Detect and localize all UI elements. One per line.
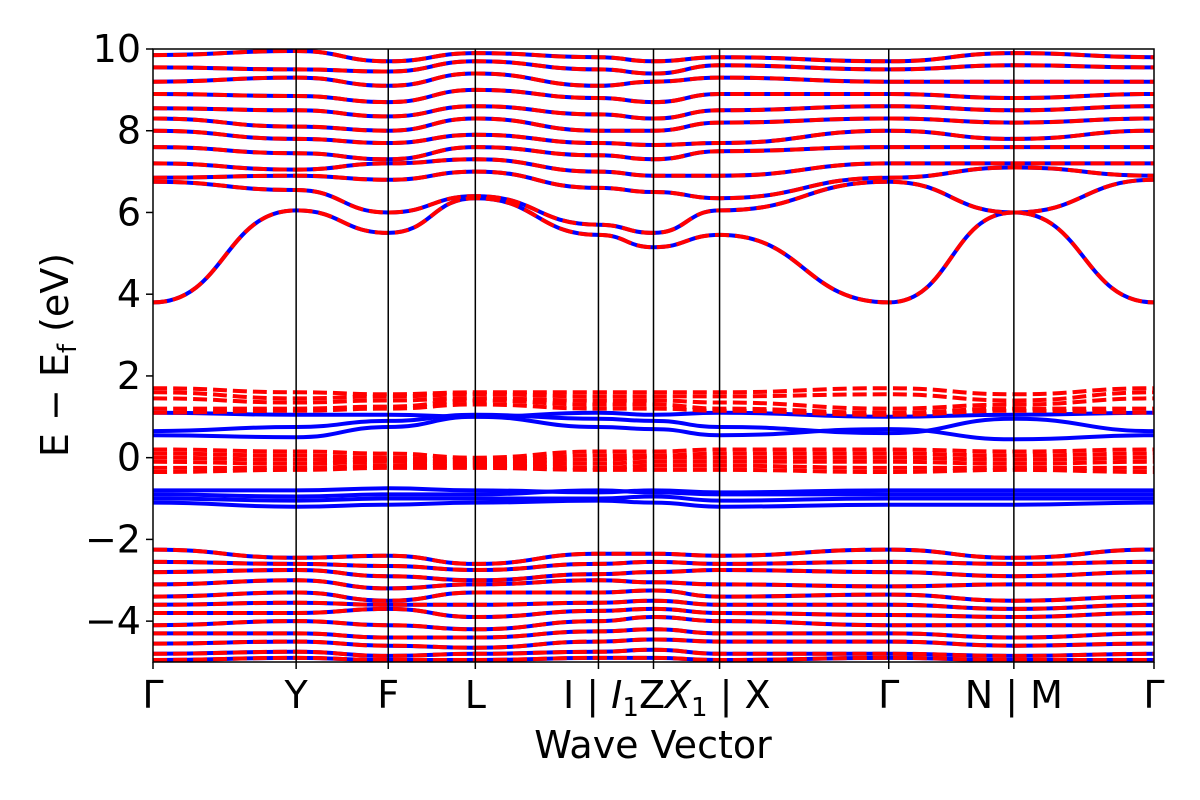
- spin-down-band-9: [153, 71, 1154, 88]
- spin-up-band-23: [153, 588, 1154, 603]
- spin-up-band-13: [153, 412, 1154, 436]
- x-tick-label-x1-sub: 1: [691, 693, 708, 723]
- x-tick-label-i1: I: [611, 673, 622, 717]
- kpoint-divider-lines: [295, 49, 1015, 662]
- spin-down-band-34: [153, 655, 1154, 662]
- spin-down-band-28: [153, 598, 1154, 611]
- x-tick-label-i1-sub: 1: [622, 693, 639, 723]
- spin-down-band-22: [153, 465, 1154, 475]
- spin-down-band-29: [153, 606, 1154, 620]
- y-tick-label-2: 0: [117, 436, 141, 480]
- spin-down-band-30: [153, 614, 1154, 632]
- x-tick-label-i-i1-z-x1-x: I | I1ZX1 | X: [563, 673, 771, 723]
- spin-down-band-18: [153, 451, 1154, 462]
- spin-down-band-24: [153, 559, 1154, 573]
- spin-down-band-31: [153, 627, 1154, 640]
- spin-down-band-13: [153, 390, 1154, 403]
- y-axis-title: E − Ef (eV): [33, 253, 83, 457]
- spin-down-band-33: [153, 647, 1154, 658]
- spin-down-band-10: [153, 59, 1154, 76]
- spin-down-band-17: [153, 447, 1154, 460]
- bands-layer: [153, 49, 1154, 662]
- x-tick-label-i: I |: [563, 673, 611, 718]
- spin-down-band-23: [153, 547, 1154, 566]
- y-axis-title-sub: f: [53, 343, 83, 353]
- y-tick-label-7: 10: [93, 27, 141, 71]
- spin-down-band-7: [153, 104, 1154, 121]
- spin-down-band-4: [153, 145, 1154, 162]
- spin-down-band-32: [153, 637, 1154, 650]
- y-axis-title-unit: (eV): [33, 253, 77, 344]
- spin-up-band-18: [153, 498, 1154, 509]
- x-axis-ticks: Γ Y F L Γ N | M Γ: [142, 662, 1165, 718]
- x-tick-label-n-m: N | M: [965, 673, 1063, 718]
- x-axis-title: Wave Vector: [534, 723, 772, 767]
- x-tick-label-x: | X: [708, 673, 771, 718]
- y-tick-label-1: −2: [85, 517, 141, 561]
- x-tick-label-y: Y: [284, 673, 309, 717]
- y-tick-label-5: 6: [117, 190, 141, 234]
- x-tick-label-gamma-start: Γ: [142, 673, 163, 717]
- spin-down-band-19: [153, 455, 1154, 464]
- spin-up-band-11: [153, 49, 1154, 64]
- spin-down-band-8: [153, 87, 1154, 105]
- x-tick-label-l: L: [465, 673, 486, 717]
- spin-down-band-20: [153, 459, 1154, 466]
- y-tick-label-6: 8: [117, 109, 141, 153]
- x-tick-label-z: Z: [639, 673, 665, 717]
- spin-down-band-21: [153, 463, 1154, 470]
- spin-down-band-3: [153, 157, 1154, 178]
- spin-down-band-6: [153, 116, 1154, 133]
- spin-down-band-25: [153, 567, 1154, 583]
- spin-down-band-0: [153, 196, 1154, 305]
- x-tick-label-f: F: [377, 673, 399, 717]
- y-axis-ticks: −4 −2 0 2 4 6 8 10: [85, 27, 153, 643]
- spin-down-band-26: [153, 578, 1154, 591]
- x-tick-label-x1: X: [663, 673, 692, 717]
- y-tick-label-4: 4: [117, 272, 141, 316]
- spin-down-band-2: [153, 165, 1154, 201]
- x-tick-label-gamma-end: Γ: [1143, 673, 1164, 717]
- spin-down-band-16: [153, 402, 1154, 417]
- spin-up-band-14: [153, 410, 1154, 419]
- spin-down-band-1: [153, 177, 1154, 235]
- y-tick-label-0: −4: [85, 599, 141, 643]
- spin-up-band-16: [153, 488, 1154, 499]
- spin-up-band-17: [153, 494, 1154, 503]
- spin-down-band-12: [153, 386, 1154, 397]
- y-axis-title-main: E − E: [33, 353, 77, 457]
- spin-down-band-15: [153, 398, 1154, 415]
- y-tick-label-3: 2: [117, 354, 141, 398]
- spin-down-band-5: [153, 128, 1154, 148]
- spin-up-band-12: [153, 414, 1154, 442]
- spin-down-band-14: [153, 396, 1154, 411]
- x-tick-label-gamma-mid: Γ: [878, 673, 899, 717]
